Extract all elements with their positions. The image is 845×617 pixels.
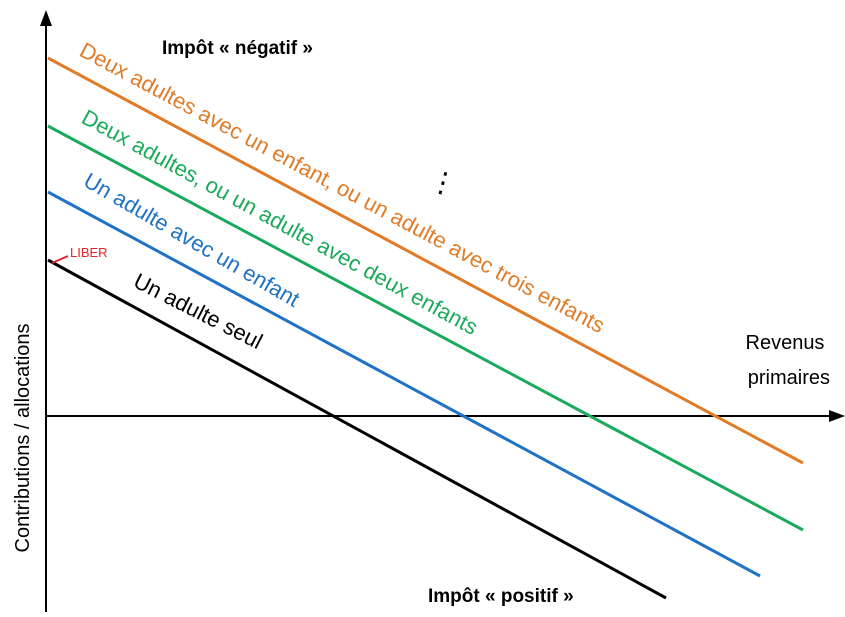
- x-axis-label-line-1: Revenus: [746, 332, 825, 354]
- liber-tick: [51, 255, 69, 264]
- line-orange: [47, 56, 804, 465]
- line-blue: [47, 190, 761, 578]
- liber-label: LIBER: [70, 245, 108, 260]
- y-axis-label: Contributions / allocations: [12, 323, 34, 552]
- footer-label: Impôt « positif »: [428, 586, 574, 607]
- label-blue: Un adulte avec un enfant: [79, 168, 304, 312]
- y-axis-arrowhead: [40, 10, 52, 26]
- line-black: [47, 258, 667, 600]
- x-axis-label-line-2: primaires: [748, 367, 830, 389]
- label-blue-text: Un adulte avec un enfant: [79, 168, 304, 312]
- x-axis-arrowhead: [829, 410, 845, 422]
- ellipsis: ⋮: [426, 164, 461, 201]
- x-axis-label: Revenus primaires: [746, 332, 831, 389]
- line-green: [47, 124, 804, 532]
- header-label: Impôt « négatif »: [162, 38, 313, 59]
